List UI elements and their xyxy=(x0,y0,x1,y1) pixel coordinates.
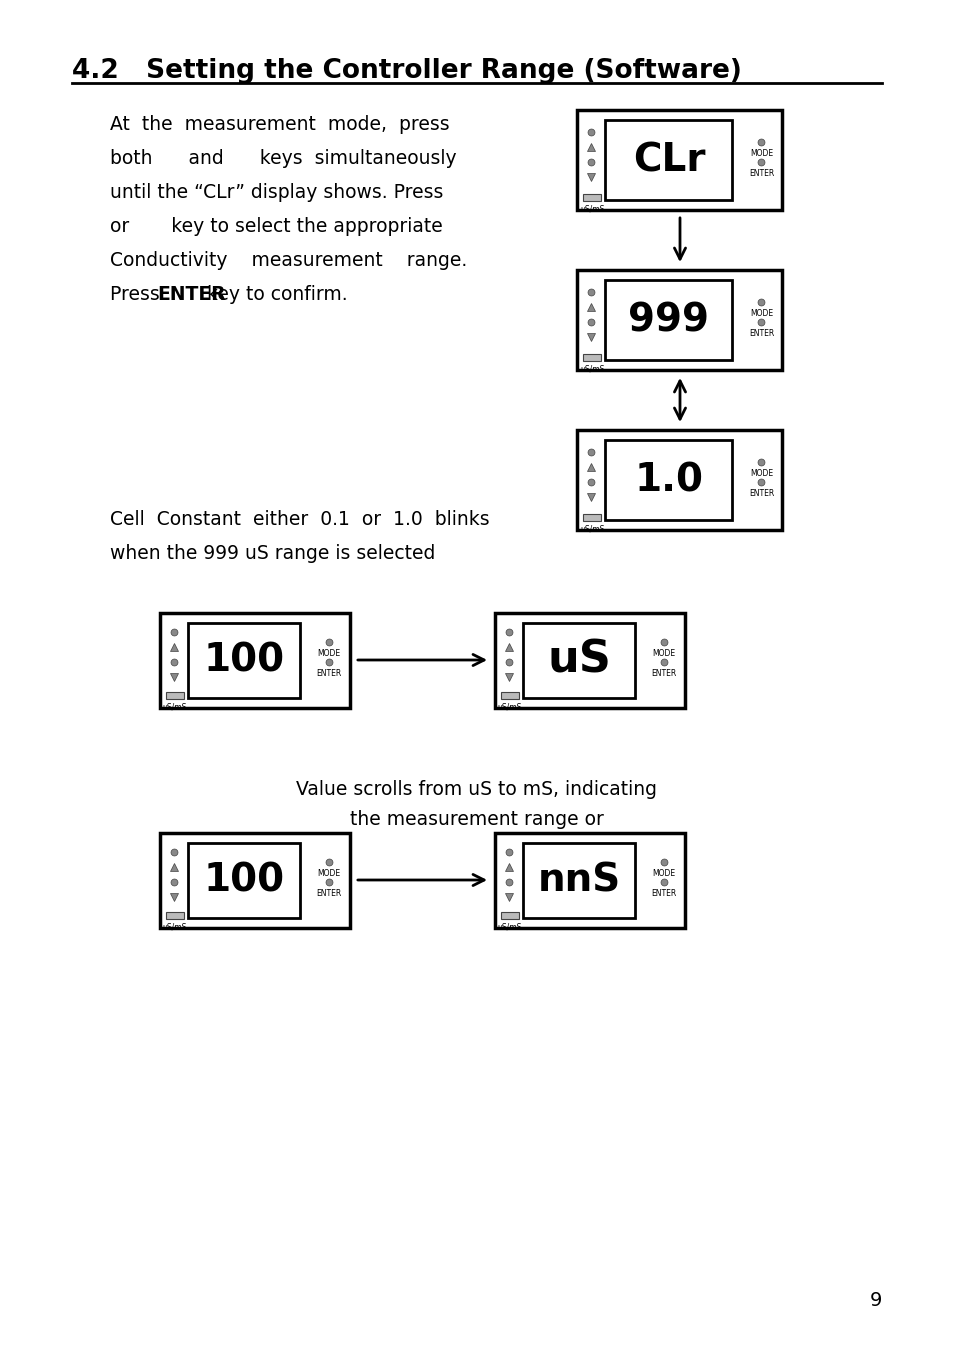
Text: nnS: nnS xyxy=(537,861,620,898)
Bar xyxy=(495,612,684,708)
Text: ENTER: ENTER xyxy=(748,169,773,178)
Bar xyxy=(583,354,601,361)
Text: At  the  measurement  mode,  press: At the measurement mode, press xyxy=(110,115,449,134)
Text: both      and      keys  simultaneously: both and keys simultaneously xyxy=(110,149,456,168)
Bar xyxy=(605,120,732,200)
Bar xyxy=(160,832,350,928)
Text: 999: 999 xyxy=(628,301,709,339)
Text: ENTER: ENTER xyxy=(748,489,773,499)
Text: ENTER: ENTER xyxy=(316,889,341,898)
Text: MODE: MODE xyxy=(317,648,340,658)
Text: uS/mS: uS/mS xyxy=(579,205,604,213)
Text: or       key to select the appropriate: or key to select the appropriate xyxy=(110,218,442,236)
Text: ENTER: ENTER xyxy=(651,669,676,678)
Bar xyxy=(577,109,781,209)
Text: uS/mS: uS/mS xyxy=(163,923,187,931)
Text: 100: 100 xyxy=(203,640,284,680)
Bar xyxy=(166,912,184,919)
Text: Conductivity    measurement    range.: Conductivity measurement range. xyxy=(110,251,467,270)
Bar xyxy=(188,623,299,697)
Bar xyxy=(583,195,601,201)
Text: ENTER: ENTER xyxy=(748,330,773,338)
Text: 100: 100 xyxy=(203,861,284,898)
Bar xyxy=(605,440,732,520)
Text: uS/mS: uS/mS xyxy=(497,923,521,931)
Bar xyxy=(605,280,732,359)
Text: uS/mS: uS/mS xyxy=(579,526,604,534)
Bar xyxy=(522,843,635,917)
Text: the measurement range or: the measurement range or xyxy=(350,811,603,830)
Text: MODE: MODE xyxy=(652,648,675,658)
Text: MODE: MODE xyxy=(317,869,340,878)
Bar xyxy=(577,430,781,530)
Text: ENTER: ENTER xyxy=(651,889,676,898)
Text: until the “CLr” display shows. Press: until the “CLr” display shows. Press xyxy=(110,182,443,203)
Text: ENTER: ENTER xyxy=(156,285,225,304)
Bar xyxy=(166,692,184,698)
Text: 1.0: 1.0 xyxy=(634,461,702,499)
Text: ENTER: ENTER xyxy=(316,669,341,678)
Text: CLr: CLr xyxy=(632,141,704,178)
Text: MODE: MODE xyxy=(652,869,675,878)
Text: uS/mS: uS/mS xyxy=(579,365,604,374)
Text: MODE: MODE xyxy=(749,309,772,317)
Text: when the 999 uS range is selected: when the 999 uS range is selected xyxy=(110,544,435,563)
Bar xyxy=(160,612,350,708)
Bar xyxy=(577,270,781,370)
Text: Cell  Constant  either  0.1  or  1.0  blinks: Cell Constant either 0.1 or 1.0 blinks xyxy=(110,509,489,530)
Text: 4.2   Setting the Controller Range (Software): 4.2 Setting the Controller Range (Softwa… xyxy=(71,58,741,84)
Text: uS/mS: uS/mS xyxy=(163,703,187,712)
Text: key to confirm.: key to confirm. xyxy=(200,285,347,304)
Bar xyxy=(522,623,635,697)
Text: uS: uS xyxy=(546,639,610,681)
Text: Value scrolls from uS to mS, indicating: Value scrolls from uS to mS, indicating xyxy=(296,780,657,798)
Bar xyxy=(500,692,518,698)
Bar xyxy=(188,843,299,917)
Bar xyxy=(583,513,601,521)
Bar xyxy=(495,832,684,928)
Text: MODE: MODE xyxy=(749,149,772,158)
Text: MODE: MODE xyxy=(749,469,772,478)
Text: Press: Press xyxy=(110,285,166,304)
Text: 9: 9 xyxy=(869,1292,882,1310)
Bar xyxy=(500,912,518,919)
Text: uS/mS: uS/mS xyxy=(497,703,521,712)
